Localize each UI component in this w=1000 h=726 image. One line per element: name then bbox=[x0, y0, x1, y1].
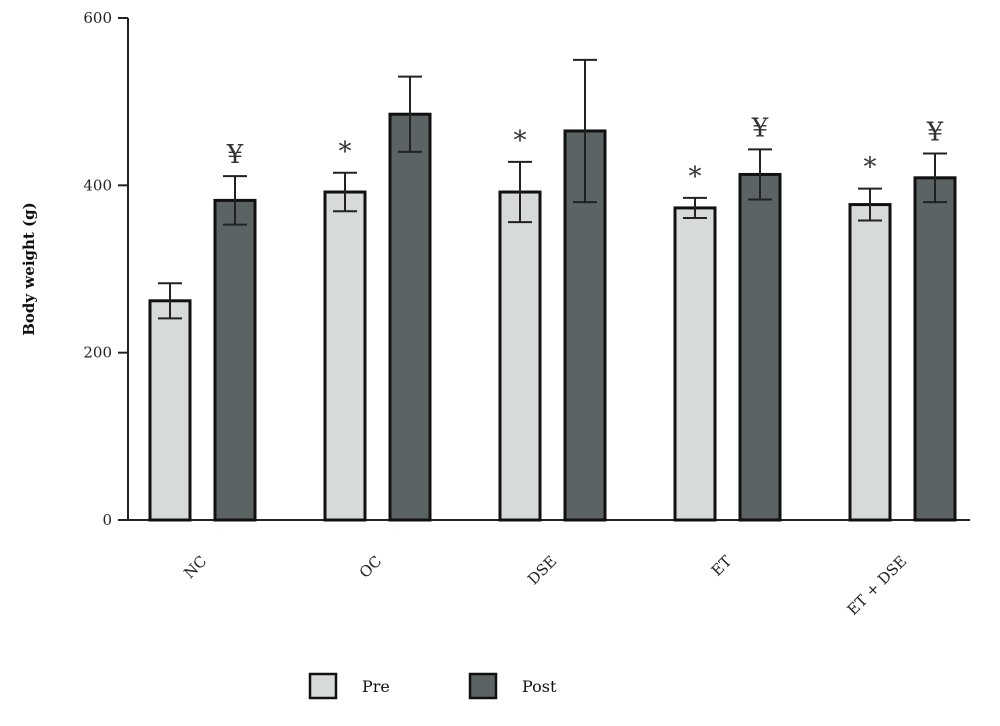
bar-post-1 bbox=[388, 112, 432, 522]
significance-marker: * bbox=[689, 162, 702, 192]
y-axis-label: Body weight (g) bbox=[20, 202, 38, 336]
x-tick-label: NC bbox=[180, 552, 210, 582]
bar-pre-0 bbox=[148, 299, 192, 522]
legend-swatch-pre bbox=[308, 672, 338, 700]
axes-layer bbox=[118, 17, 970, 521]
bar-pre-3 bbox=[673, 206, 717, 522]
bar-pre-2 bbox=[498, 190, 542, 522]
y-tick-label: 200 bbox=[83, 344, 112, 362]
bar-pre-4 bbox=[848, 203, 892, 522]
y-tick-label: 600 bbox=[83, 9, 112, 27]
bars-layer bbox=[148, 58, 957, 522]
legend-label-post: Post bbox=[522, 677, 557, 696]
x-tick-label: ET bbox=[708, 552, 736, 580]
bar-post-4 bbox=[913, 176, 957, 522]
bar-pre-1 bbox=[323, 190, 367, 522]
legend: Pre Post bbox=[308, 672, 557, 700]
significance-marker: ¥ bbox=[926, 118, 944, 148]
x-tick-label: ET + DSE bbox=[844, 552, 911, 619]
significance-marker: * bbox=[514, 126, 527, 156]
y-tick-label: 400 bbox=[83, 176, 112, 194]
significance-marker: ¥ bbox=[751, 113, 769, 143]
x-tick-label: OC bbox=[356, 552, 386, 582]
x-tick-label: DSE bbox=[524, 552, 560, 588]
bar-post-3 bbox=[738, 172, 782, 522]
significance-marker: * bbox=[339, 137, 352, 167]
legend-swatch-post bbox=[468, 672, 498, 700]
significance-marker: ¥ bbox=[226, 140, 244, 170]
legend-label-pre: Pre bbox=[362, 677, 390, 696]
y-tick-label: 0 bbox=[102, 511, 112, 529]
bar-post-0 bbox=[213, 198, 257, 522]
significance-marker: * bbox=[864, 153, 877, 183]
